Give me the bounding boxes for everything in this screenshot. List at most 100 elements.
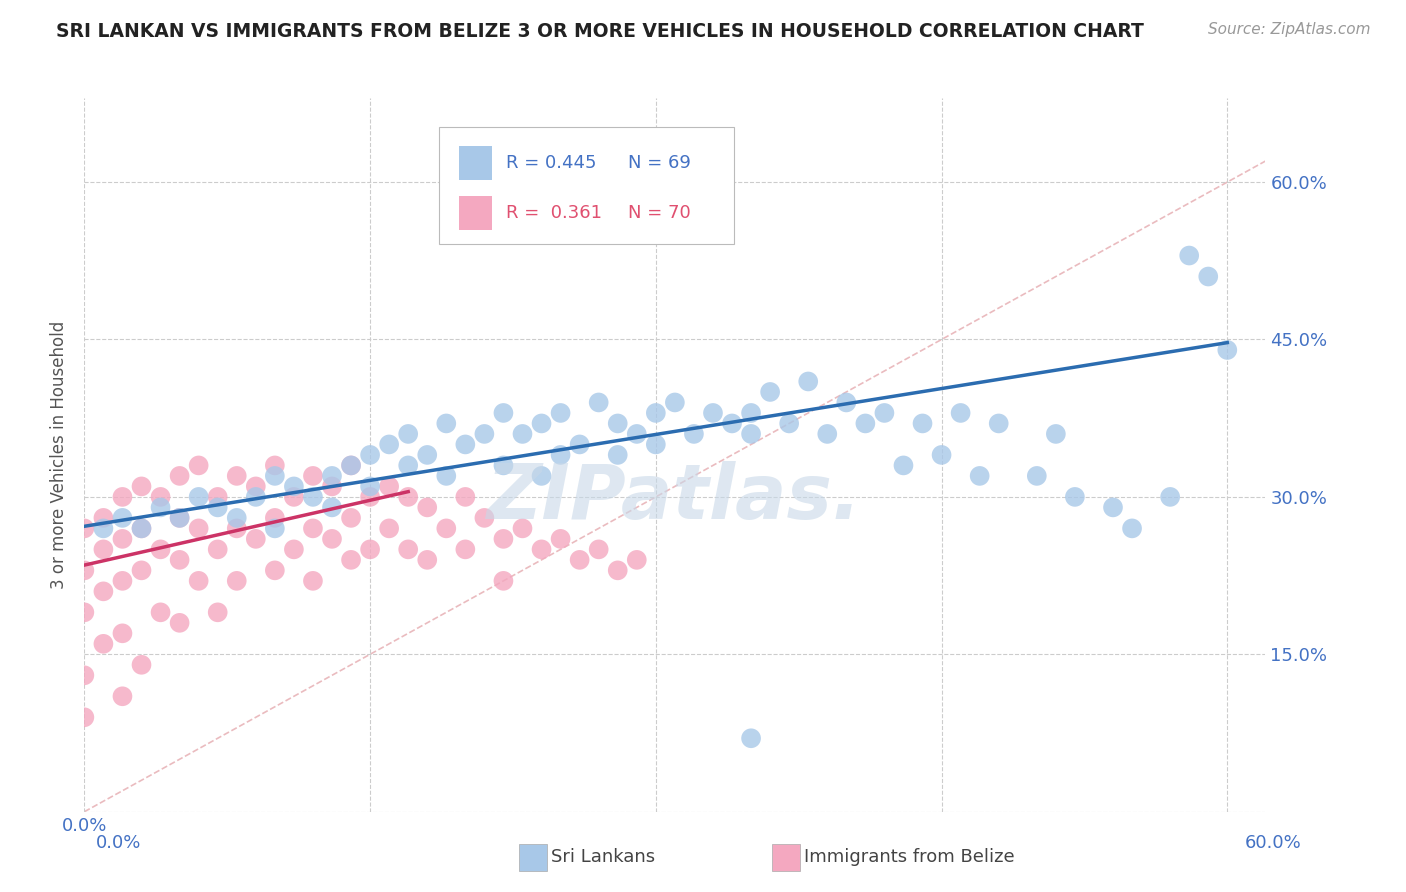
Point [169,511,191,525]
Point [644,437,666,451]
Point [474,426,496,441]
Point [1045,426,1067,441]
Y-axis label: 3 or more Vehicles in Household: 3 or more Vehicles in Household [51,321,69,589]
Point [131,563,153,577]
Bar [458,195,492,230]
Text: ZIPatlas.: ZIPatlas. [488,461,862,534]
Point [454,542,477,557]
Point [396,426,419,441]
Point [93,521,115,535]
Point [931,448,953,462]
Point [169,553,191,567]
Point [1197,269,1219,284]
Point [149,605,172,619]
Point [131,657,153,672]
Point [853,417,876,431]
Point [1064,490,1087,504]
Point [73,605,96,619]
Point [73,521,96,535]
Point [588,395,610,409]
Bar [458,145,492,180]
Point [396,490,419,504]
Point [359,490,381,504]
Point [815,426,838,441]
Text: SRI LANKAN VS IMMIGRANTS FROM BELIZE 3 OR MORE VEHICLES IN HOUSEHOLD CORRELATION: SRI LANKAN VS IMMIGRANTS FROM BELIZE 3 O… [56,22,1144,41]
Point [626,426,648,441]
Point [302,490,325,504]
Point [149,500,172,515]
Point [987,417,1010,431]
Point [111,511,134,525]
Point [530,542,553,557]
Text: Source: ZipAtlas.com: Source: ZipAtlas.com [1208,22,1371,37]
Point [550,406,572,420]
Point [434,469,457,483]
Point [245,490,267,504]
Point [454,490,477,504]
Point [492,532,515,546]
Point [187,574,209,588]
Text: Immigrants from Belize: Immigrants from Belize [804,848,1015,866]
Point [568,437,591,451]
Point [263,563,285,577]
Point [283,490,305,504]
Point [73,563,96,577]
Point [492,574,515,588]
Point [416,553,439,567]
Point [225,521,247,535]
Point [434,417,457,431]
Point [512,521,534,535]
Point [131,521,153,535]
Point [1216,343,1239,357]
Point [321,532,343,546]
Point [1102,500,1125,515]
Text: R = 0.445: R = 0.445 [506,154,596,172]
Point [340,458,363,473]
Point [778,417,800,431]
Point [73,668,96,682]
Text: Sri Lankans: Sri Lankans [551,848,655,866]
Point [263,458,285,473]
Point [93,542,115,557]
Point [396,458,419,473]
Point [797,375,820,389]
Point [683,426,706,441]
Point [283,542,305,557]
Point [111,626,134,640]
Point [873,406,896,420]
Point [378,521,401,535]
Point [588,542,610,557]
Point [359,542,381,557]
Point [969,469,991,483]
Point [759,384,782,399]
Point [359,448,381,462]
Point [626,553,648,567]
Point [721,417,744,431]
Point [207,542,229,557]
Point [606,417,628,431]
Point [149,490,172,504]
Point [416,448,439,462]
Point [302,521,325,535]
Point [530,417,553,431]
Point [225,469,247,483]
Point [245,479,267,493]
Point [835,395,858,409]
Point [340,458,363,473]
Point [911,417,934,431]
Point [512,426,534,441]
Point [73,710,96,724]
Point [550,532,572,546]
Point [263,511,285,525]
Point [321,479,343,493]
Point [359,479,381,493]
Point [568,553,591,567]
Point [949,406,972,420]
Point [111,490,134,504]
Point [302,469,325,483]
Point [131,479,153,493]
Point [606,563,628,577]
Point [644,406,666,420]
Point [111,532,134,546]
Point [225,574,247,588]
